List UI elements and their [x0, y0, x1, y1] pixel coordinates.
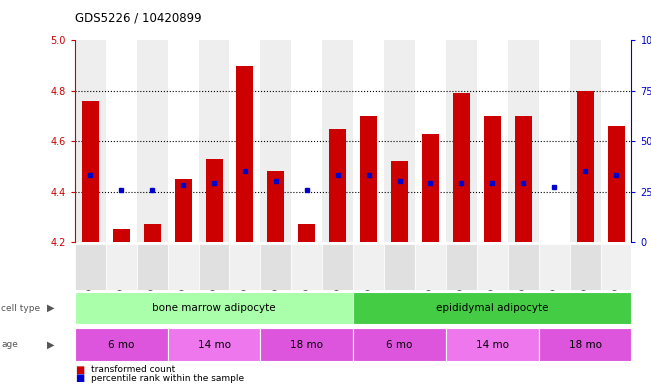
Bar — [174, 179, 191, 242]
Text: epididymal adipocyte: epididymal adipocyte — [436, 303, 549, 313]
Bar — [391, 161, 408, 242]
Bar — [577, 91, 594, 242]
Bar — [137, 40, 168, 242]
Bar — [113, 229, 130, 242]
Text: ▶: ▶ — [47, 339, 55, 350]
Bar — [446, 244, 477, 290]
Bar — [82, 101, 99, 242]
Bar — [546, 242, 562, 384]
Bar — [415, 244, 446, 290]
Bar — [106, 40, 137, 242]
Bar — [600, 244, 631, 290]
Text: ▶: ▶ — [47, 303, 55, 313]
Text: 14 mo: 14 mo — [197, 339, 230, 350]
Bar — [422, 134, 439, 242]
Bar — [168, 244, 199, 290]
Bar — [446, 40, 477, 242]
Text: age: age — [1, 340, 18, 349]
Bar — [508, 40, 539, 242]
Bar — [353, 40, 384, 242]
Bar — [322, 244, 353, 290]
Bar — [298, 224, 315, 242]
Text: 6 mo: 6 mo — [386, 339, 413, 350]
Bar — [384, 244, 415, 290]
Bar — [360, 116, 377, 242]
Bar — [453, 93, 470, 242]
Text: percentile rank within the sample: percentile rank within the sample — [91, 374, 244, 383]
Bar — [539, 328, 631, 361]
Text: 18 mo: 18 mo — [290, 339, 324, 350]
Bar — [75, 328, 168, 361]
Bar — [515, 116, 532, 242]
Bar — [329, 129, 346, 242]
Bar — [75, 40, 105, 242]
Bar — [600, 40, 631, 242]
Text: transformed count: transformed count — [91, 365, 175, 374]
Bar — [353, 328, 446, 361]
Bar — [384, 40, 415, 242]
Text: bone marrow adipocyte: bone marrow adipocyte — [152, 303, 276, 313]
Bar — [260, 40, 292, 242]
Text: 6 mo: 6 mo — [108, 339, 135, 350]
Text: 14 mo: 14 mo — [476, 339, 509, 350]
Bar — [230, 244, 260, 290]
Bar — [260, 244, 292, 290]
Bar — [353, 292, 631, 324]
Text: cell type: cell type — [1, 304, 40, 313]
Bar — [539, 40, 570, 242]
Bar — [105, 244, 137, 290]
Bar — [570, 244, 600, 290]
Text: 18 mo: 18 mo — [568, 339, 602, 350]
Bar — [75, 244, 105, 290]
Bar — [477, 40, 508, 242]
Bar — [292, 40, 322, 242]
Bar — [268, 171, 284, 242]
Bar — [570, 40, 600, 242]
Bar — [353, 244, 384, 290]
Bar — [144, 224, 161, 242]
Bar — [508, 244, 539, 290]
Bar — [484, 116, 501, 242]
Bar — [137, 244, 168, 290]
Bar — [322, 40, 353, 242]
Bar — [168, 40, 199, 242]
Bar — [168, 328, 260, 361]
Bar — [75, 292, 353, 324]
Text: GDS5226 / 10420899: GDS5226 / 10420899 — [75, 12, 202, 25]
Bar — [539, 244, 570, 290]
Bar — [236, 66, 253, 242]
Bar — [607, 126, 624, 242]
Text: ■: ■ — [75, 365, 84, 375]
Bar — [206, 159, 223, 242]
Bar — [199, 40, 230, 242]
Bar — [292, 244, 322, 290]
Bar — [260, 328, 353, 361]
Bar — [477, 244, 508, 290]
Bar — [415, 40, 446, 242]
Bar — [199, 244, 230, 290]
Text: ■: ■ — [75, 373, 84, 383]
Bar — [446, 328, 539, 361]
Bar — [230, 40, 260, 242]
